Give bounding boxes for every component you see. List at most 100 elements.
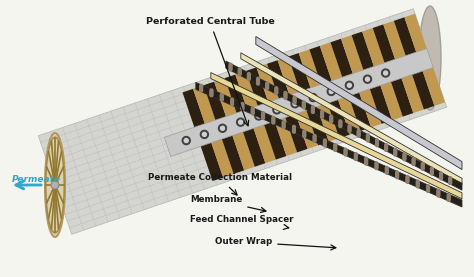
Circle shape	[366, 134, 369, 137]
Circle shape	[241, 105, 244, 108]
Circle shape	[334, 144, 337, 147]
Circle shape	[365, 160, 367, 163]
Circle shape	[321, 113, 323, 116]
Circle shape	[231, 103, 234, 106]
Circle shape	[284, 91, 287, 94]
Circle shape	[403, 154, 406, 157]
Circle shape	[430, 170, 433, 173]
Circle shape	[210, 89, 213, 92]
Circle shape	[421, 163, 424, 165]
Circle shape	[182, 137, 190, 145]
Circle shape	[365, 157, 367, 160]
Circle shape	[396, 176, 399, 179]
Circle shape	[347, 83, 351, 87]
Circle shape	[302, 101, 305, 104]
Circle shape	[375, 144, 378, 147]
Circle shape	[303, 134, 306, 137]
Circle shape	[365, 77, 370, 81]
Circle shape	[348, 125, 351, 127]
Circle shape	[229, 66, 232, 68]
Circle shape	[229, 64, 232, 67]
Circle shape	[375, 141, 378, 144]
Polygon shape	[299, 50, 339, 142]
Circle shape	[357, 133, 360, 136]
Circle shape	[327, 88, 335, 96]
Circle shape	[284, 93, 287, 96]
Circle shape	[427, 185, 429, 188]
Circle shape	[355, 157, 357, 159]
Circle shape	[321, 114, 323, 117]
Polygon shape	[214, 78, 255, 170]
Circle shape	[416, 184, 419, 187]
Circle shape	[437, 193, 440, 196]
Circle shape	[311, 111, 314, 114]
Circle shape	[427, 188, 429, 191]
Circle shape	[266, 83, 269, 86]
Circle shape	[365, 158, 367, 161]
Polygon shape	[288, 53, 329, 145]
Circle shape	[200, 86, 202, 88]
Circle shape	[365, 162, 367, 165]
Circle shape	[293, 100, 296, 103]
Circle shape	[220, 96, 223, 99]
Circle shape	[396, 173, 399, 176]
Circle shape	[344, 151, 347, 153]
Polygon shape	[241, 53, 462, 184]
Circle shape	[262, 117, 264, 119]
Polygon shape	[196, 83, 462, 207]
Circle shape	[449, 179, 452, 182]
Circle shape	[324, 140, 326, 143]
Circle shape	[238, 120, 243, 124]
Circle shape	[385, 145, 388, 148]
Polygon shape	[362, 28, 403, 120]
Circle shape	[324, 143, 326, 146]
Circle shape	[330, 118, 333, 120]
Polygon shape	[204, 82, 244, 174]
Polygon shape	[373, 24, 413, 117]
Polygon shape	[394, 17, 435, 109]
Circle shape	[330, 116, 333, 119]
Circle shape	[293, 99, 296, 102]
Circle shape	[311, 108, 314, 111]
Circle shape	[375, 164, 378, 167]
Circle shape	[406, 176, 409, 178]
Circle shape	[427, 189, 429, 192]
Polygon shape	[193, 85, 234, 178]
Circle shape	[449, 180, 452, 183]
Circle shape	[394, 148, 397, 151]
Circle shape	[355, 154, 357, 157]
Circle shape	[220, 94, 223, 96]
Circle shape	[394, 152, 397, 155]
Circle shape	[385, 147, 388, 150]
Circle shape	[412, 160, 415, 163]
Circle shape	[339, 122, 342, 125]
Text: Permeate: Permeate	[12, 175, 61, 183]
Circle shape	[321, 116, 323, 118]
Text: Feed Channel Spacer: Feed Channel Spacer	[190, 216, 293, 229]
Circle shape	[385, 171, 388, 174]
Circle shape	[293, 96, 296, 99]
Ellipse shape	[51, 181, 59, 189]
Circle shape	[311, 109, 314, 112]
Circle shape	[321, 112, 323, 114]
Circle shape	[430, 167, 433, 170]
Circle shape	[220, 98, 223, 101]
Circle shape	[334, 146, 337, 149]
Polygon shape	[38, 9, 447, 234]
Circle shape	[229, 67, 232, 70]
Circle shape	[421, 164, 424, 166]
Circle shape	[383, 71, 388, 75]
Circle shape	[449, 182, 452, 184]
Circle shape	[366, 137, 369, 139]
Circle shape	[396, 175, 399, 178]
Circle shape	[247, 75, 250, 78]
Circle shape	[385, 169, 388, 172]
Circle shape	[313, 135, 316, 137]
Circle shape	[330, 115, 333, 118]
Circle shape	[357, 134, 360, 137]
Circle shape	[421, 167, 424, 170]
Circle shape	[210, 90, 213, 93]
Circle shape	[220, 97, 223, 100]
Circle shape	[282, 121, 285, 124]
Polygon shape	[330, 39, 371, 131]
